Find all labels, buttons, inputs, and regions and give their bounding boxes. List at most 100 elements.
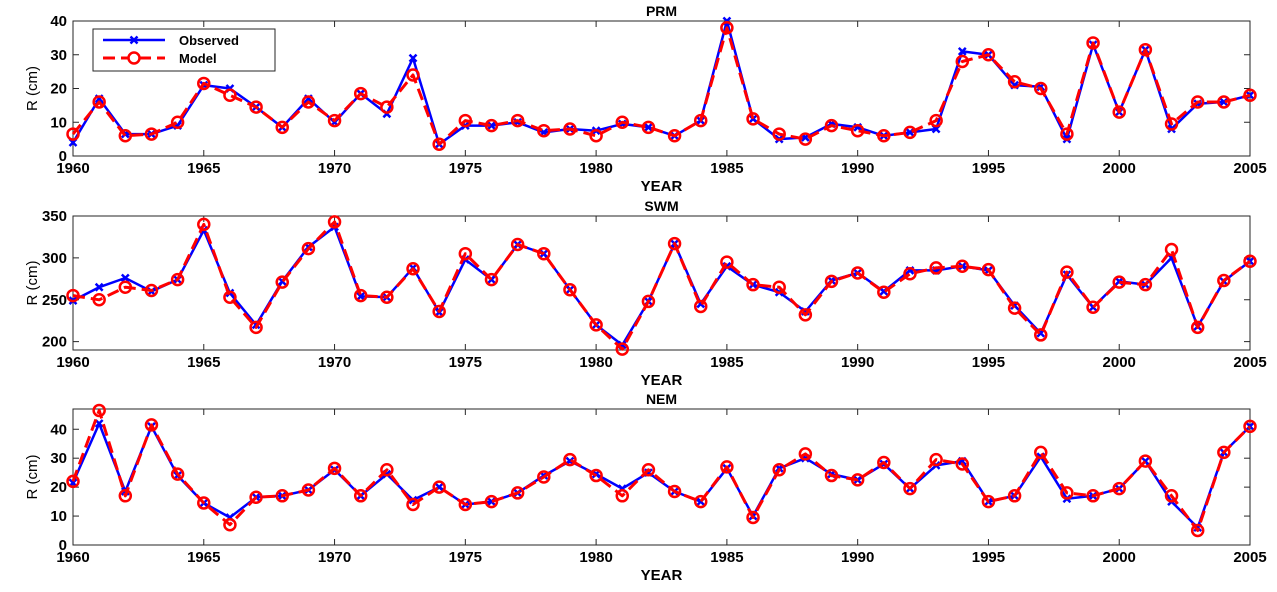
nem-ylabel: R (cm) <box>24 455 41 500</box>
prm-model-point <box>537 123 551 138</box>
prm-observed-point <box>1219 97 1229 107</box>
swm-ytick-label: 300 <box>42 250 67 267</box>
prm-model-point <box>1164 117 1179 131</box>
nem-xtick-label: 2000 <box>1103 549 1136 566</box>
swm-model-point <box>301 241 316 256</box>
prm-model-point <box>1138 42 1153 57</box>
nem-model-point <box>720 460 734 474</box>
nem-ytick-label: 40 <box>50 421 67 438</box>
nem-model-point <box>458 497 473 512</box>
swm-ytick-label: 350 <box>42 208 67 225</box>
prm-xtick-label: 1960 <box>56 160 89 177</box>
swm-model-point <box>380 290 394 304</box>
nem-model-point <box>353 489 368 503</box>
swm-xtick-label: 1995 <box>972 354 1005 371</box>
swm-model-point <box>144 283 159 298</box>
prm-xlabel: YEAR <box>641 178 683 195</box>
swm-model-point <box>929 261 943 275</box>
swm-panel: SWM 1960 1965 1970 1975 1980 1985 1990 1995 2000 2… <box>24 198 1267 389</box>
nem-model-point <box>1164 489 1179 503</box>
nem-model-point <box>1060 486 1074 500</box>
swm-model-point <box>1138 277 1153 292</box>
prm-xtick-label: 1975 <box>449 160 482 177</box>
swm-model-point <box>1060 265 1074 279</box>
swm-model-point <box>1034 328 1048 342</box>
nem-xlabel: YEAR <box>641 567 683 584</box>
prm-model-point <box>1243 88 1257 102</box>
legend-model-label: Model <box>179 51 217 66</box>
nem-model-point <box>693 494 708 509</box>
nem-model-point <box>510 486 525 500</box>
prm-model-point <box>903 125 917 140</box>
nem-model-point <box>1112 481 1126 496</box>
prm-model-point <box>170 115 185 129</box>
swm-ytick-label: 200 <box>42 334 67 351</box>
prm-xtick-label: 1985 <box>710 160 743 177</box>
swm-observed-point <box>356 292 366 301</box>
prm-model-point <box>484 118 499 133</box>
prm-model-point <box>1217 95 1231 109</box>
prm-model-point <box>92 95 106 109</box>
nem-model-point <box>615 489 630 503</box>
swm-model-point <box>850 266 865 280</box>
prm-model-point <box>353 86 368 101</box>
prm-panel: PRM 1960 1965 1970 1975 1980 1985 1990 1995 2000 2… <box>24 3 1267 195</box>
prm-model-point <box>955 54 970 69</box>
prm-xtick-label: 2005 <box>1233 160 1266 177</box>
swm-model-point <box>667 236 682 251</box>
legend: Observed Model <box>92 28 276 72</box>
legend-observed-marker <box>129 35 139 45</box>
prm-model-point <box>563 122 577 136</box>
swm-model-point <box>275 275 289 289</box>
swm-ytick-label: 250 <box>42 292 67 309</box>
prm-title: PRM <box>646 3 677 19</box>
nem-ytick-label: 0 <box>59 537 67 554</box>
prm-model-point <box>432 137 446 151</box>
swm-xtick-label: 2005 <box>1233 354 1266 371</box>
prm-xtick-label: 1990 <box>841 160 874 177</box>
prm-model-point <box>877 129 891 143</box>
prm-ytick-label: 0 <box>59 148 67 165</box>
swm-model-point <box>432 304 446 319</box>
prm-model-point <box>667 129 682 143</box>
swm-model-point <box>563 282 577 297</box>
swm-model-point <box>223 290 237 304</box>
nem-model-point <box>118 489 133 503</box>
prm-ytick-label: 10 <box>50 114 67 131</box>
prm-model-point <box>118 129 133 143</box>
swm-xtick-label: 1990 <box>841 354 874 371</box>
swm-xtick-label: 1985 <box>710 354 743 371</box>
prm-model-point <box>1034 81 1048 96</box>
swm-title: SWM <box>644 198 678 214</box>
prm-xtick-label: 1970 <box>318 160 351 177</box>
prm-model-point <box>223 88 237 102</box>
nem-model-point <box>955 457 970 471</box>
swm-xtick-label: 1980 <box>579 354 612 371</box>
prm-model-point <box>301 95 316 109</box>
prm-model-point <box>380 100 394 114</box>
swm-model-point <box>693 299 708 314</box>
swm-model-point <box>903 267 917 281</box>
swm-xtick-label: 1960 <box>56 354 89 371</box>
swm-model-point <box>353 288 368 303</box>
legend-model-marker <box>127 51 141 65</box>
nem-xtick-label: 1975 <box>449 549 482 566</box>
prm-model-point <box>615 115 630 129</box>
nem-model-point <box>144 418 159 432</box>
prm-model-point <box>798 132 813 146</box>
nem-model-point <box>824 468 839 483</box>
nem-model-point <box>1190 523 1205 538</box>
nem-model-point <box>589 468 603 483</box>
swm-xtick-label: 1970 <box>318 354 351 371</box>
nem-observed-point <box>1245 421 1255 431</box>
nem-xtick-label: 1960 <box>56 549 89 566</box>
nem-model-point <box>170 467 185 481</box>
prm-model-point <box>981 48 996 62</box>
swm-model-point <box>406 262 420 276</box>
nem-title: NEM <box>646 391 677 407</box>
prm-model-point <box>275 120 289 135</box>
prm-model-line <box>71 26 1251 146</box>
prm-ytick-label: 20 <box>50 81 67 98</box>
swm-model-point <box>510 237 525 252</box>
